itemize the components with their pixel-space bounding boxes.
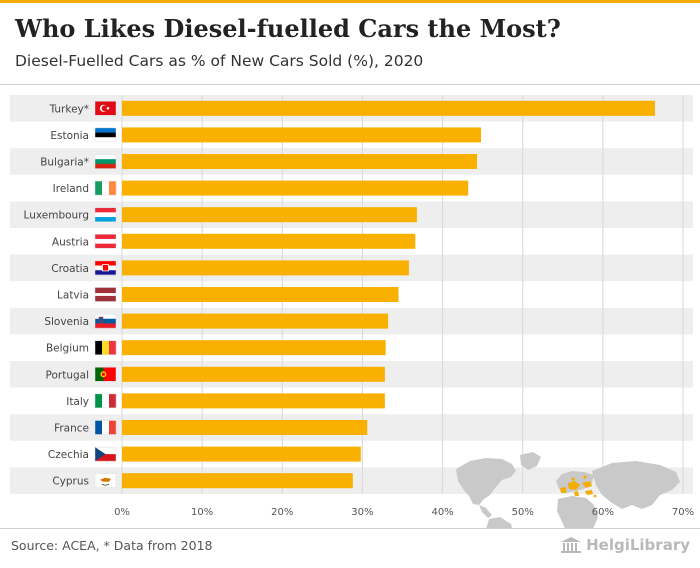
bar — [122, 340, 386, 356]
bar — [122, 207, 417, 223]
bar — [122, 446, 361, 462]
x-tick-label: 30% — [351, 507, 373, 518]
flag-belgium-icon — [94, 340, 117, 355]
bar — [122, 154, 478, 169]
bar — [122, 260, 409, 276]
chart-title: Who Likes Diesel-fuelled Cars the Most? — [15, 14, 561, 43]
category-label: Estonia — [50, 130, 89, 142]
category-label: Cyprus — [52, 476, 89, 488]
flag-croatia-icon — [94, 260, 117, 276]
x-tick-label: 0% — [114, 507, 130, 518]
category-labels: Turkey* Estonia Bulgaria* Ireland Luxembourg… — [24, 103, 89, 487]
bar — [122, 420, 368, 435]
flag-czechia-icon — [94, 446, 117, 462]
bar — [122, 233, 416, 249]
world-map-icon — [456, 452, 680, 528]
category-label: Slovenia — [44, 316, 89, 328]
category-label: Italy — [66, 396, 89, 408]
category-label: Ireland — [53, 183, 89, 195]
category-label: Belgium — [46, 343, 89, 355]
country-flags — [94, 101, 117, 488]
category-label: Bulgaria* — [40, 157, 89, 169]
x-axis-ticks: 0% 10% 20% 30% 40% 50% 60% 70% — [114, 507, 694, 518]
x-tick-label: 40% — [431, 507, 453, 518]
bar — [122, 100, 655, 116]
category-label: Turkey* — [49, 103, 89, 115]
category-label: Czechia — [48, 449, 89, 461]
flag-estonia-icon — [94, 127, 117, 143]
x-tick-label: 50% — [512, 507, 534, 518]
bars — [122, 100, 655, 489]
flag-bulgaria-icon — [94, 154, 117, 169]
x-tick-label: 60% — [592, 507, 614, 518]
bar — [122, 287, 399, 302]
bar — [122, 127, 482, 143]
category-label: Luxembourg — [24, 210, 89, 222]
category-label: Latvia — [57, 290, 89, 302]
bar — [122, 366, 385, 382]
footer-divider — [0, 528, 700, 529]
category-label: Austria — [52, 236, 89, 248]
bar — [122, 180, 469, 196]
category-label: France — [54, 423, 89, 435]
x-tick-label: 70% — [672, 507, 694, 518]
flag-cyprus-icon — [94, 473, 117, 488]
flag-italy-icon — [94, 393, 117, 409]
chart-subtitle: Diesel-Fuelled Cars as % of New Cars Sol… — [15, 52, 424, 70]
flag-austria-icon — [94, 234, 117, 249]
category-label: Croatia — [51, 263, 89, 275]
flag-luxembourg-icon — [94, 207, 117, 222]
bar — [122, 473, 353, 489]
flag-turkey-icon — [94, 101, 117, 116]
top-accent-bar — [0, 0, 700, 3]
bar-chart: Turkey* Estonia Bulgaria* Ireland Luxembourg… — [10, 95, 694, 528]
flag-ireland-icon — [94, 180, 117, 196]
flag-latvia-icon — [94, 287, 117, 302]
bar — [122, 313, 389, 329]
category-label: Portugal — [46, 369, 90, 381]
source-note: Source: ACEA, * Data from 2018 — [11, 538, 213, 553]
flag-france-icon — [94, 420, 117, 435]
bar — [122, 393, 385, 409]
x-tick-label: 20% — [271, 507, 293, 518]
library-building-icon — [561, 537, 582, 553]
title-divider — [0, 84, 700, 85]
flag-slovenia-icon — [94, 313, 117, 329]
flag-portugal-icon — [94, 367, 117, 382]
brand-name: HelgiLibrary — [586, 536, 690, 554]
brand-logo[interactable]: HelgiLibrary — [560, 533, 690, 557]
x-tick-label: 10% — [191, 507, 213, 518]
